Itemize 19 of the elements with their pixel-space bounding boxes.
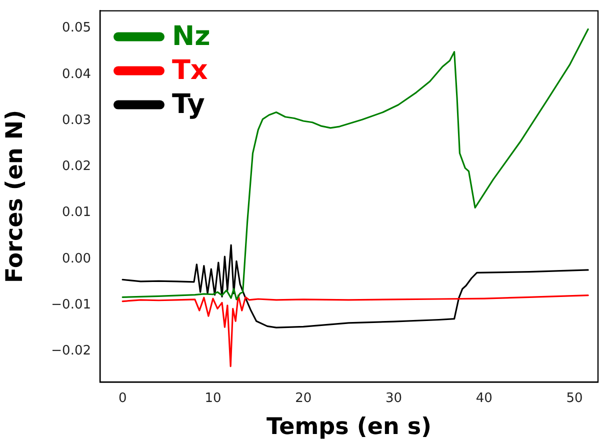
legend-label: Tx [172,54,208,86]
y-tick-label: 0.04 [62,66,91,82]
y-tick-label: 0.00 [62,251,91,266]
x-tick-label: 40 [476,391,492,406]
x-axis-title: Temps (en s) [266,414,432,440]
legend-label: Nz [172,20,210,52]
y-tick-label: 0.01 [62,205,91,220]
y-tick-label: 0.05 [62,20,91,36]
y-axis-title: Forces (en N) [2,110,28,283]
y-tick-label: −0.01 [51,297,91,312]
y-tick-label: 0.02 [62,159,91,174]
x-tick-label: 0 [118,391,127,406]
x-tick-label: 10 [204,391,222,406]
x-tick-label: 50 [566,391,583,406]
x-tick-label: 20 [295,391,312,406]
x-tick-label: 30 [385,391,402,406]
legend-label: Ty [172,88,206,120]
y-tick-label: −0.02 [51,343,91,358]
y-tick-label: 0.03 [62,112,91,128]
